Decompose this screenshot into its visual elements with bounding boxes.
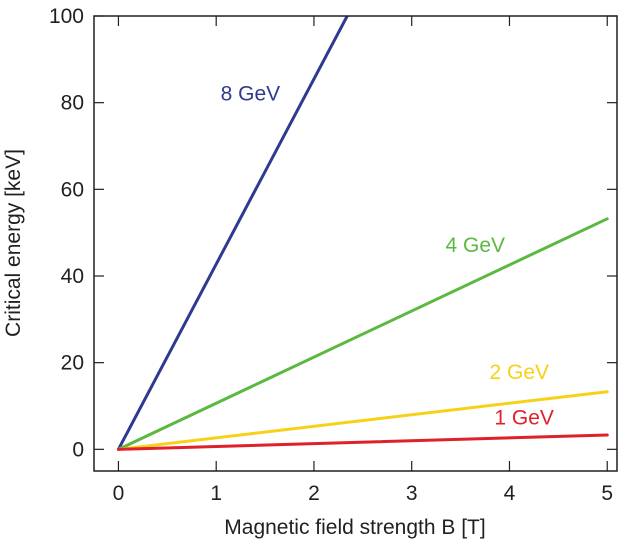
series-line [116, 433, 609, 451]
plot-frame [93, 15, 618, 472]
y-tick-label: 20 [61, 352, 84, 375]
y-tick-label: 60 [61, 178, 84, 201]
y-axis-title: Critical energy [keV] [2, 149, 25, 337]
tick-labels-layer: 0 1 2 3 4 5 0 20 40 60 80 100 [49, 5, 613, 505]
x-tick-label: 5 [601, 482, 613, 505]
series-labels-layer: 8 GeV 4 GeV 2 GeV 1 GeV [221, 83, 554, 430]
series-label: 1 GeV [494, 407, 554, 430]
series-line [116, 390, 609, 451]
series-line [116, 217, 609, 451]
x-tick-label: 0 [113, 482, 125, 505]
y-tick-label: 0 [72, 438, 84, 461]
x-tick-label: 2 [308, 482, 320, 505]
y-tick-label: 40 [61, 265, 84, 288]
y-tick-label: 100 [49, 5, 84, 28]
x-tick-label: 4 [504, 482, 516, 505]
series-label: 4 GeV [445, 234, 505, 257]
ticks-layer [94, 15, 617, 471]
series-layer [116, 16, 609, 451]
x-axis-title: Magnetic field strength B [T] [224, 516, 485, 539]
series-line [116, 16, 349, 451]
y-tick-label: 80 [61, 92, 84, 115]
x-tick-label: 1 [210, 482, 222, 505]
x-tick-label: 3 [406, 482, 418, 505]
series-label: 2 GeV [489, 361, 549, 384]
series-label: 8 GeV [221, 83, 281, 106]
